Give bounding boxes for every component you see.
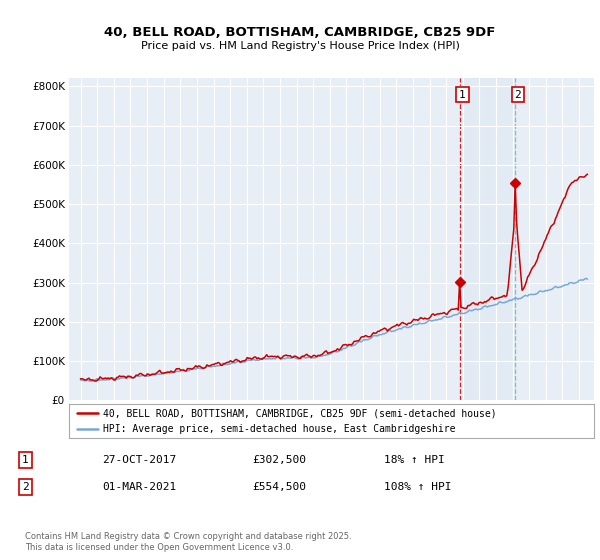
Text: £302,500: £302,500 [252, 455, 306, 465]
Bar [460, 78, 515, 400]
Text: 18% ↑ HPI: 18% ↑ HPI [384, 455, 445, 465]
Text: 40, BELL ROAD, BOTTISHAM, CAMBRIDGE, CB25 9DF (semi-detached house): 40, BELL ROAD, BOTTISHAM, CAMBRIDGE, CB2… [103, 408, 497, 418]
Text: 2: 2 [22, 482, 29, 492]
Text: Price paid vs. HM Land Registry's House Price Index (HPI): Price paid vs. HM Land Registry's House … [140, 41, 460, 51]
Text: 2: 2 [515, 90, 521, 100]
Text: 27-OCT-2017: 27-OCT-2017 [102, 455, 176, 465]
Text: 01-MAR-2021: 01-MAR-2021 [102, 482, 176, 492]
Text: 1: 1 [22, 455, 29, 465]
Text: £554,500: £554,500 [252, 482, 306, 492]
Text: 40, BELL ROAD, BOTTISHAM, CAMBRIDGE, CB25 9DF: 40, BELL ROAD, BOTTISHAM, CAMBRIDGE, CB2… [104, 26, 496, 39]
Text: HPI: Average price, semi-detached house, East Cambridgeshire: HPI: Average price, semi-detached house,… [103, 424, 455, 434]
Text: 1: 1 [459, 90, 466, 100]
Text: 108% ↑ HPI: 108% ↑ HPI [384, 482, 452, 492]
Text: Contains HM Land Registry data © Crown copyright and database right 2025.
This d: Contains HM Land Registry data © Crown c… [25, 532, 352, 552]
